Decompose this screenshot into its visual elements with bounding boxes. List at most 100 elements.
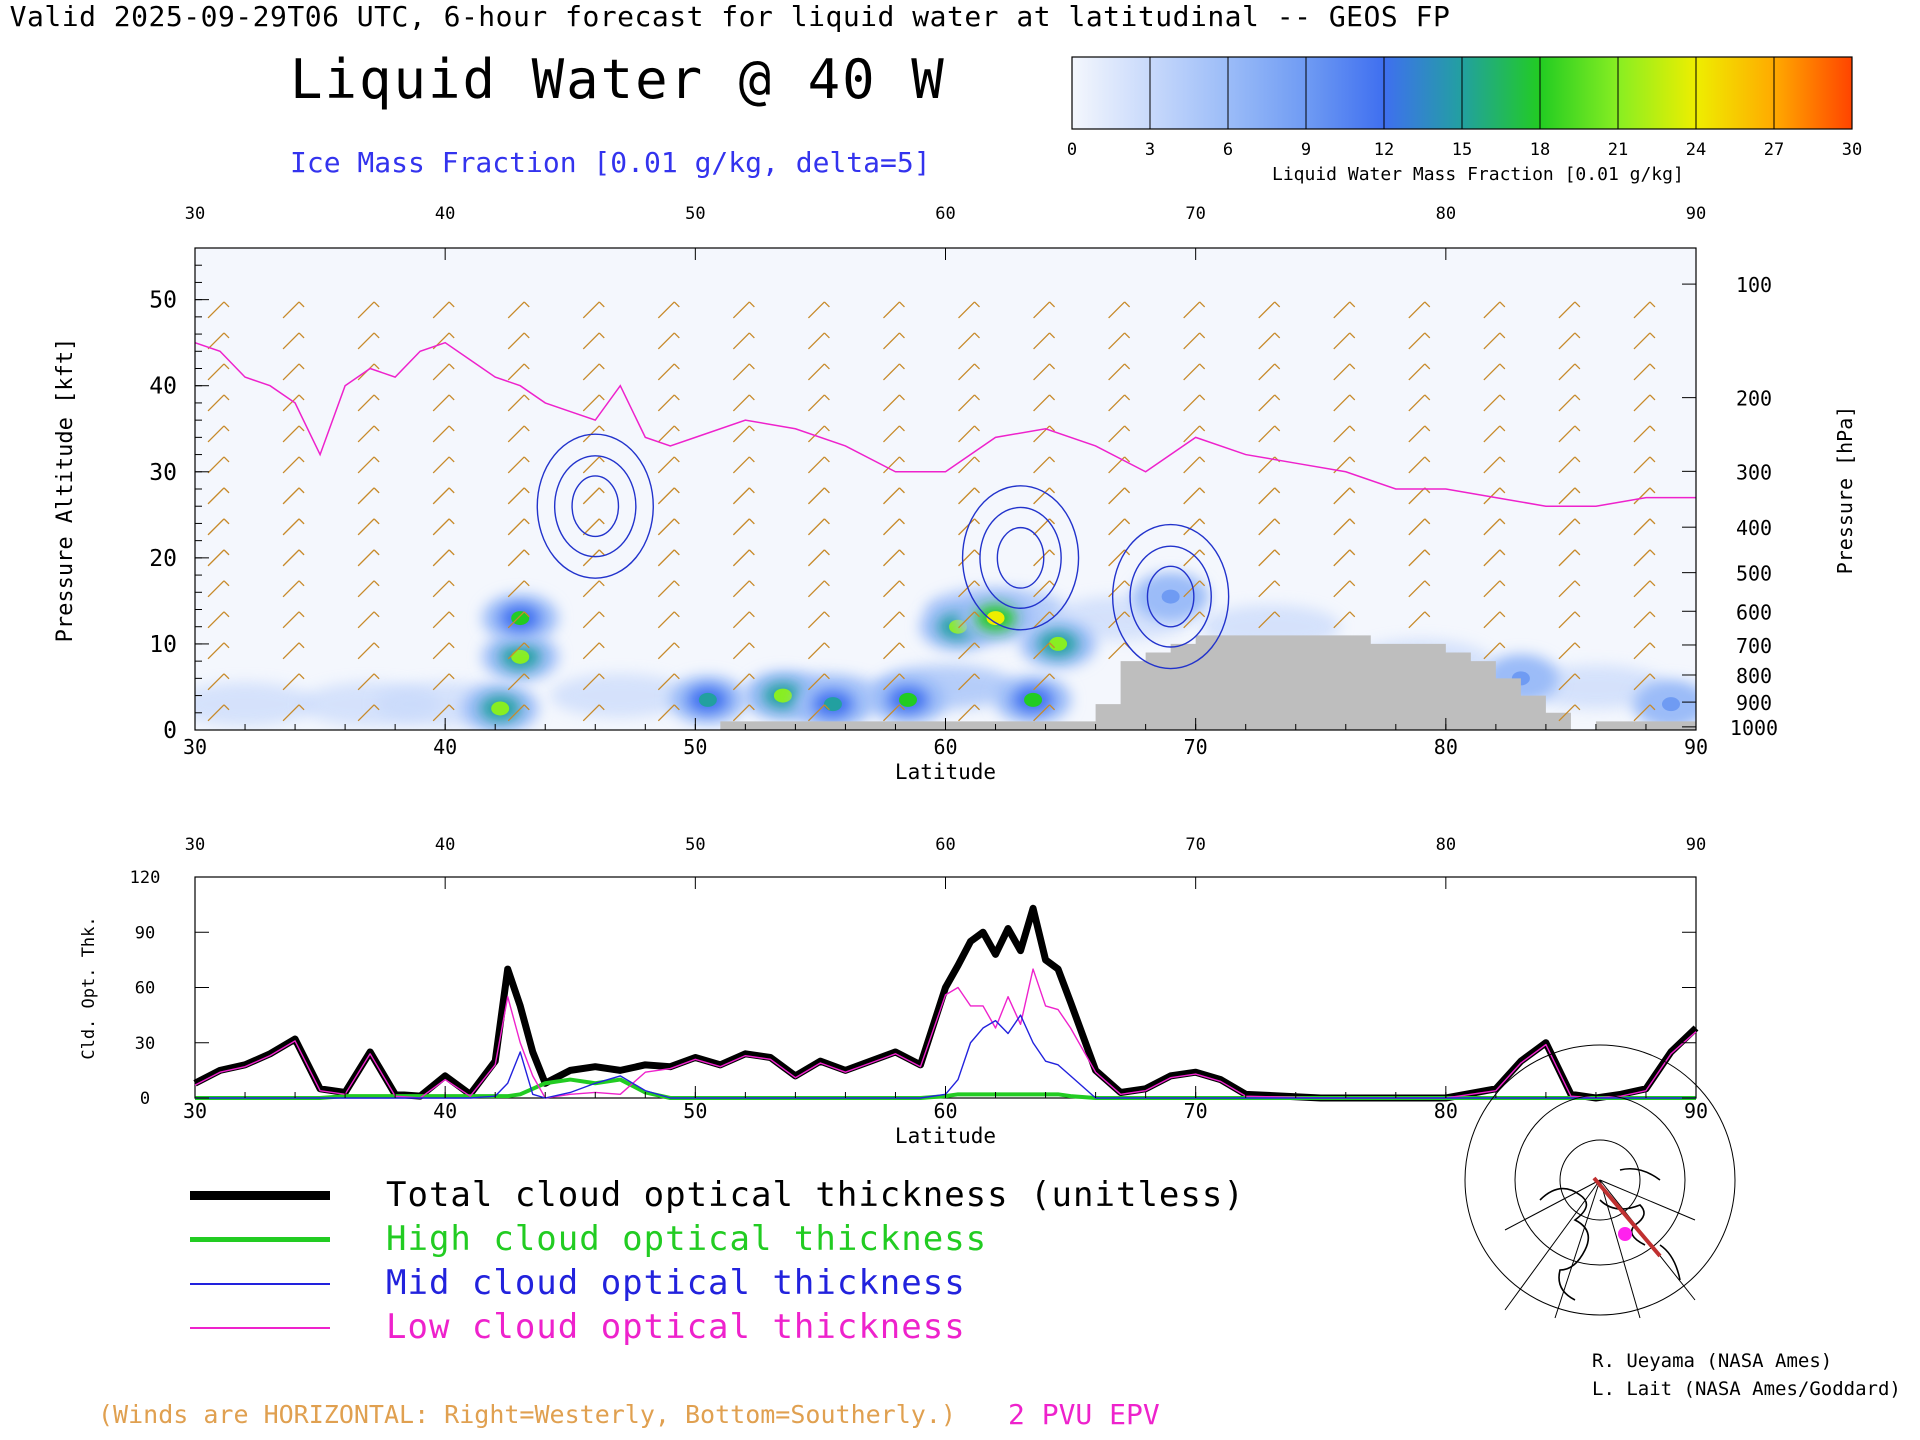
colorbar-tick-label: 3 xyxy=(1145,140,1155,160)
y2-axis-label: Pressure [hPa] xyxy=(1833,406,1857,575)
wind-barb xyxy=(1558,549,1581,567)
wind-barb xyxy=(357,301,380,319)
y2-tick-label: 1000 xyxy=(1730,716,1778,740)
wind-barb xyxy=(1108,332,1131,350)
wind-barb xyxy=(582,301,605,319)
wind-barb xyxy=(1633,642,1656,660)
wind-barb xyxy=(282,580,305,598)
wind-barb xyxy=(657,580,680,598)
wind-barb xyxy=(883,332,905,350)
wind-barb xyxy=(807,642,830,660)
wind-barb xyxy=(883,394,905,412)
wind-barb xyxy=(207,642,230,660)
pvu-note: 2 PVU EPV xyxy=(1008,1398,1160,1431)
wind-barb xyxy=(1333,518,1356,536)
legend-label-high: High cloud optical thickness xyxy=(386,1219,988,1259)
wind-barb xyxy=(1333,332,1356,350)
wind-barb xyxy=(657,456,680,474)
x-tick-label-top: 60 xyxy=(935,835,955,855)
wind-barb xyxy=(507,487,530,505)
wind-barb xyxy=(1108,611,1131,629)
wind-barb xyxy=(1183,394,1206,412)
wind-barb xyxy=(207,487,230,505)
legend-item-low: Low cloud optical thickness xyxy=(190,1307,1090,1347)
wind-barb xyxy=(1633,301,1656,319)
wind-barb xyxy=(1633,518,1656,536)
wind-barb xyxy=(807,518,830,536)
wind-barb xyxy=(432,673,455,691)
x-tick-label-top: 70 xyxy=(1185,835,1205,855)
wind-barb xyxy=(432,518,455,536)
wind-barb xyxy=(207,518,230,536)
wind-barb xyxy=(1558,611,1581,629)
x-tick-label-top: 90 xyxy=(1686,204,1706,224)
wind-barb xyxy=(958,425,980,443)
wind-barb xyxy=(282,456,305,474)
wind-barb xyxy=(207,704,230,722)
wind-barb xyxy=(1183,301,1206,319)
y2-tick-label: 200 xyxy=(1736,387,1772,411)
wind-barb xyxy=(507,580,530,598)
colorbar-tick-label: 24 xyxy=(1686,140,1706,160)
epv-2pvu-line xyxy=(195,341,1696,507)
wind-barb xyxy=(657,704,680,722)
wind-barb xyxy=(1558,425,1581,443)
wind-barb xyxy=(1408,518,1431,536)
credit-line-2: L. Lait (NASA Ames/Goddard) xyxy=(1592,1378,1901,1400)
y-tick-label: 30 xyxy=(135,1034,155,1054)
winds-note: (Winds are HORIZONTAL: Right=Westerly, B… xyxy=(98,1400,956,1429)
x-tick-label: 30 xyxy=(183,735,207,759)
wind-barb xyxy=(1108,394,1131,412)
ice-mass-label: Ice Mass Fraction [0.01 g/kg, delta=5] xyxy=(290,146,931,179)
wind-barb xyxy=(1258,549,1281,567)
wind-barb xyxy=(1108,580,1131,598)
legend-swatch-mid xyxy=(190,1283,330,1285)
wind-barb xyxy=(1108,363,1131,381)
ice-contours xyxy=(536,433,1230,670)
wind-barb xyxy=(807,487,830,505)
wind-barb xyxy=(807,425,830,443)
wind-barb xyxy=(1633,704,1656,722)
liquid-water-core xyxy=(773,688,792,703)
wind-barb xyxy=(958,518,980,536)
wind-barb xyxy=(432,549,455,567)
colorbar-tick-label: 0 xyxy=(1067,140,1077,160)
wind-barb xyxy=(807,673,830,691)
wind-barb xyxy=(1033,642,1056,660)
wind-barb xyxy=(432,611,455,629)
y-tick-label: 50 xyxy=(149,288,177,314)
wind-barb xyxy=(657,673,680,691)
wind-barb xyxy=(1033,363,1056,381)
ice-contour-line xyxy=(1129,545,1212,648)
wind-barb xyxy=(1108,301,1131,319)
wind-barb xyxy=(507,456,530,474)
cross-section-axes: 3030404050506060707080809090010203040501… xyxy=(53,204,1857,784)
wind-barb xyxy=(958,642,980,660)
wind-barb xyxy=(1558,487,1581,505)
legend-item-total: Total cloud optical thickness (unitless) xyxy=(190,1175,1244,1215)
wind-barb xyxy=(807,549,830,567)
y-tick-label: 0 xyxy=(140,1089,150,1109)
wind-barb xyxy=(1408,549,1431,567)
wind-barb xyxy=(1408,363,1431,381)
wind-barb xyxy=(432,642,455,660)
wind-barb xyxy=(807,611,830,629)
wind-barb xyxy=(1408,301,1431,319)
wind-barb xyxy=(1483,580,1506,598)
cloud-haze xyxy=(195,682,316,727)
x-axis-label: Latitude xyxy=(895,760,996,784)
wind-barb xyxy=(883,456,905,474)
wind-barb xyxy=(1333,425,1356,443)
x-tick-label: 80 xyxy=(1434,735,1458,759)
ice-contour-line xyxy=(571,475,620,538)
wind-barb xyxy=(1558,363,1581,381)
wind-barb xyxy=(657,394,680,412)
wind-barb xyxy=(657,549,680,567)
wind-barb xyxy=(732,301,755,319)
legend-swatch-high xyxy=(190,1237,330,1242)
x-tick-label-top: 50 xyxy=(685,204,705,224)
wind-barb xyxy=(432,301,455,319)
y2-tick-label: 800 xyxy=(1736,664,1772,688)
wind-barb xyxy=(807,363,830,381)
wind-barb xyxy=(883,642,905,660)
